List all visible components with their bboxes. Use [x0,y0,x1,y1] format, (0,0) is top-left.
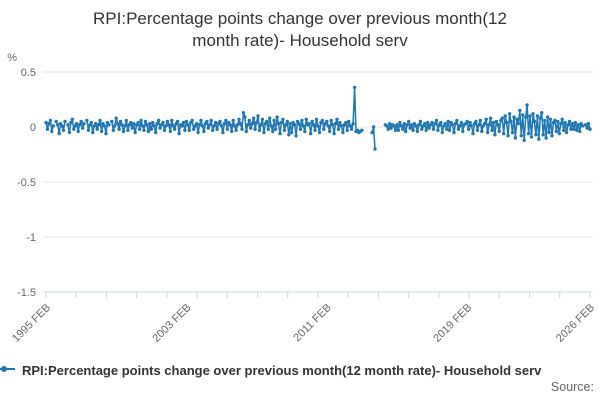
x-tick-label: 2026 FEB [554,302,597,345]
x-axis [45,291,591,298]
data-series [44,85,592,151]
y-gridlines [43,71,593,293]
y-axis-unit-label: % [7,52,17,64]
chart-title-line1: RPI:Percentage points change over previo… [93,9,507,28]
legend-line-marker[interactable] [0,361,17,379]
series-line [55,121,66,135]
series-line [584,122,591,130]
series-line [384,104,584,141]
data-point [373,147,377,151]
chart-title: RPI:Percentage points change over previo… [0,8,600,52]
y-tick-label: 0.5 [21,67,36,79]
y-tick-label: -1 [26,232,36,244]
y-axis-labels: 0.5 0 -0.5 -1 -1.5 [17,67,36,299]
y-tick-label: 0 [30,122,36,134]
source-label: Source: [550,380,594,394]
x-tick-label: 1995 FEB [10,302,53,345]
y-tick-label: -0.5 [17,177,36,189]
series-line [371,126,376,150]
x-tick-label: 2011 FEB [291,302,334,345]
x-axis-labels: 1995 FEB 2003 FEB 2011 FEB 2019 FEB 2026 FEB [10,302,597,345]
legend: RPI:Percentage points change over previo… [0,361,600,379]
x-tick-label: 2019 FEB [431,302,474,345]
plot-area: 0.5 0 -0.5 -1 -1.5% 1995 FEB 2003 FEB 2011 FEB 2… [7,52,597,345]
x-tick-label: 2003 FEB [150,302,193,345]
series-line [86,119,110,135]
series-line [111,86,363,137]
y-tick-label: -1.5 [17,287,36,299]
series-line [45,119,55,133]
series-line [67,118,85,134]
legend-item-label[interactable]: RPI:Percentage points change over previo… [22,362,542,378]
chart-title-line2: month rate)- Household serv [192,31,408,50]
